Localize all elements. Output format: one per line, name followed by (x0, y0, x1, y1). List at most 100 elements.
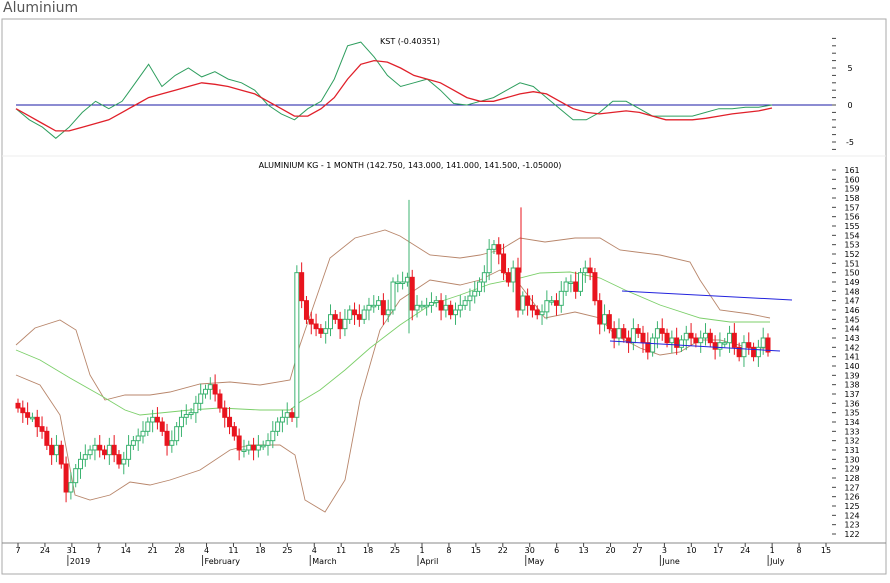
candle-body (414, 304, 420, 311)
candle-body (698, 337, 704, 344)
candle-body (433, 300, 439, 304)
candle-body (34, 416, 40, 428)
candle-body (212, 384, 218, 395)
candle-body (275, 421, 281, 432)
candle-body (755, 346, 761, 358)
candle-body (630, 328, 636, 344)
window-title: Aluminium (3, 0, 79, 16)
candle-body (558, 290, 564, 306)
candle-body (376, 300, 382, 306)
candle-body (299, 272, 305, 302)
candle-body (356, 314, 362, 320)
price-panel (15, 199, 793, 513)
candle-body (82, 454, 88, 460)
candle-body (20, 407, 26, 414)
candle-body (659, 328, 665, 334)
plot-border (1, 18, 887, 575)
candle-body (453, 309, 458, 316)
month-label: March (312, 557, 336, 566)
time-tick-label: 7 (96, 546, 101, 555)
price-tick-label: 148 (844, 287, 859, 296)
time-tick-label: 28 (175, 546, 185, 555)
candle-body (409, 276, 415, 311)
candle-body (385, 309, 391, 316)
candle-body (448, 304, 454, 316)
candle-body (746, 342, 752, 348)
price-tick-label: 155 (844, 222, 859, 231)
candle-body (164, 430, 170, 446)
price-tick-label: 153 (844, 241, 859, 250)
time-tick-label: 7 (15, 546, 20, 555)
price-tick-label: 134 (844, 418, 859, 427)
candle-body (568, 281, 574, 284)
candle-body (707, 332, 713, 344)
price-tick-label: 122 (844, 530, 859, 539)
candle-body (140, 430, 146, 437)
candle-body (462, 300, 468, 306)
candle-body (25, 412, 31, 418)
candle-body (419, 304, 425, 308)
moving-average-line (15, 271, 770, 416)
candle-body (510, 267, 516, 283)
candle-body (496, 244, 502, 255)
candle-body (467, 295, 473, 302)
candle-body (380, 300, 386, 316)
price-tick-label: 133 (844, 427, 859, 436)
candle-body (323, 328, 329, 334)
price-tick-label: 159 (844, 185, 859, 194)
candle-body (73, 468, 79, 484)
candle-body (183, 414, 189, 418)
candle-body (712, 342, 718, 350)
candle-body (97, 444, 103, 451)
candle-body (284, 412, 290, 418)
candle-body (597, 300, 603, 325)
candle-body (121, 458, 127, 465)
time-tick-label: 27 (632, 546, 642, 555)
candle-body (760, 337, 766, 348)
time-tick-label: 24 (40, 546, 50, 555)
channel-lower-line (609, 340, 781, 352)
price-tick-label: 156 (844, 213, 859, 222)
time-tick-label: 25 (282, 546, 292, 555)
price-tick-label: 127 (844, 483, 859, 492)
time-tick-label: 1 (419, 546, 424, 555)
candle-body (29, 416, 35, 420)
kst-title: KST (-0.40351) (380, 37, 440, 46)
month-label: May (528, 557, 545, 566)
candle-body (664, 332, 670, 344)
candle-body (87, 449, 93, 456)
price-tick-label: 123 (844, 521, 859, 530)
price-tick-label: 160 (844, 175, 859, 184)
candle-body (371, 304, 377, 308)
candle-body (58, 444, 64, 465)
time-tick-label: 22 (498, 546, 508, 555)
price-tick-label: 151 (844, 259, 859, 268)
time-tick-label: 8 (446, 546, 451, 555)
time-tick-label: 20 (605, 546, 615, 555)
candle-body (68, 482, 74, 493)
candle-body (193, 402, 199, 414)
candle-body (260, 444, 266, 448)
price-tick-label: 149 (844, 278, 859, 287)
candle-body (765, 337, 771, 353)
candle-body (279, 416, 285, 423)
candle-body (457, 304, 463, 311)
candle-body (549, 300, 555, 303)
candle-body (231, 426, 237, 437)
price-tick-label: 147 (844, 297, 859, 306)
kst-series-1 (15, 59, 773, 132)
candle-body (145, 421, 151, 432)
candle-body (400, 281, 406, 284)
candle-body (361, 309, 367, 320)
candle-body (130, 440, 136, 446)
candle-body (154, 416, 160, 423)
candle-body (44, 430, 50, 446)
candle-body (703, 332, 708, 339)
time-tick-label: 31 (67, 546, 77, 555)
price-tick-label: 142 (844, 343, 859, 352)
candle-body (678, 339, 684, 348)
candle-body (578, 272, 583, 292)
candle-body (203, 388, 208, 395)
axes: 50-5161160159158157156155154153152151150… (15, 37, 860, 566)
